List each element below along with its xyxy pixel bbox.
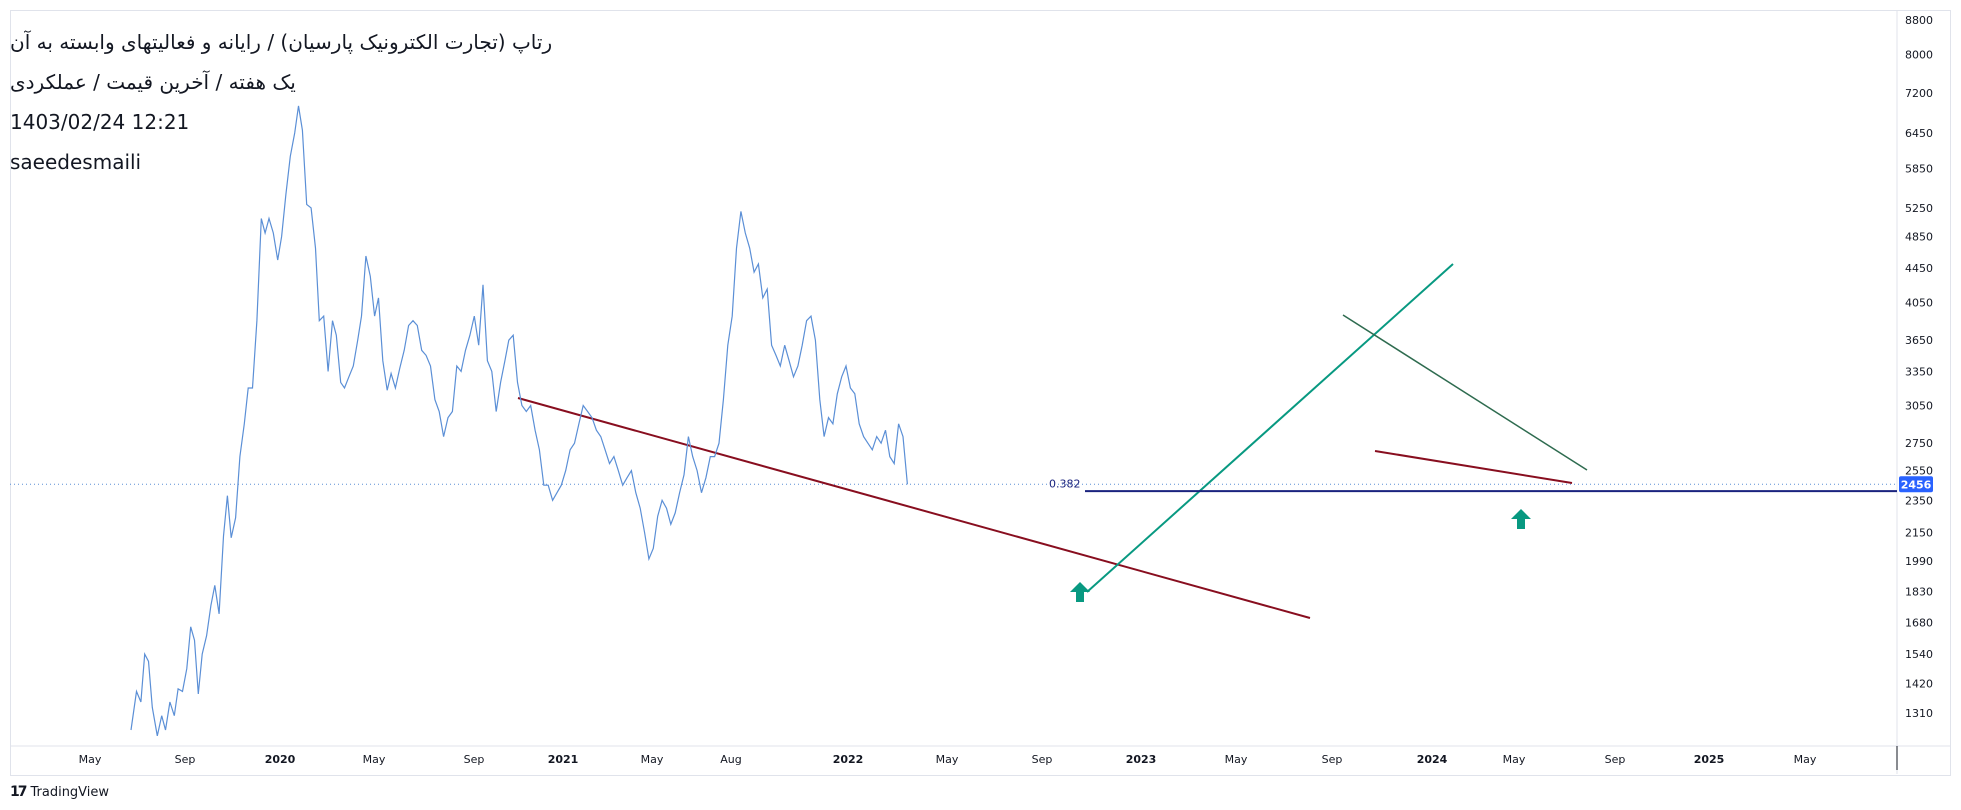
y-tick-label: 5250: [1905, 202, 1933, 215]
y-tick-label: 1830: [1905, 585, 1933, 598]
x-tick-label: May: [363, 753, 386, 766]
y-tick-label: 2150: [1905, 527, 1933, 540]
x-tick-label: May: [79, 753, 102, 766]
x-tick-label: Sep: [1605, 753, 1626, 766]
y-tick-label: 8800: [1905, 14, 1933, 27]
x-tick-label: 2023: [1126, 753, 1157, 766]
rising-trendline[interactable]: [1086, 263, 1454, 593]
fib-level-label: 0.382: [1049, 477, 1081, 490]
svg-text:2456: 2456: [1901, 478, 1932, 491]
falling-trendline[interactable]: [1342, 314, 1588, 471]
x-tick-label: 2021: [548, 753, 579, 766]
x-tick-label: Sep: [1322, 753, 1343, 766]
buy-arrow-icon: [1511, 509, 1531, 529]
y-tick-label: 2550: [1905, 465, 1933, 478]
y-tick-label: 1680: [1905, 616, 1933, 629]
buy-arrow-icon: [1070, 582, 1090, 602]
x-tick-label: May: [1794, 753, 1817, 766]
y-tick-label: 1540: [1905, 648, 1933, 661]
y-tick-label: 6450: [1905, 127, 1933, 140]
y-tick-label: 1310: [1905, 707, 1933, 720]
x-tick-label: May: [1503, 753, 1526, 766]
x-tick-label: May: [936, 753, 959, 766]
x-tick-label: 2022: [833, 753, 864, 766]
y-tick-label: 4850: [1905, 231, 1933, 244]
tradingview-logo-icon: 17: [10, 784, 28, 800]
x-tick-label: 2025: [1694, 753, 1725, 766]
y-tick-label: 2350: [1905, 494, 1933, 507]
y-tick-label: 3650: [1905, 334, 1933, 347]
y-axis-ticks: 8800 8000 7200 6450 5850 5250 4850 4450 4050 3650…: [1905, 14, 1933, 720]
y-tick-label: 3050: [1905, 399, 1933, 412]
y-tick-label: 5850: [1905, 163, 1933, 176]
y-tick-label: 7200: [1905, 87, 1933, 100]
x-tick-label: Sep: [464, 753, 485, 766]
chart-title-block: رتاپ (تجارت الکترونیک پارسیان) / رایانه …: [10, 22, 552, 182]
tradingview-logo-text: TradingView: [30, 784, 110, 800]
y-tick-label: 1420: [1905, 678, 1933, 691]
symbol-title: رتاپ (تجارت الکترونیک پارسیان) / رایانه …: [10, 30, 553, 54]
x-tick-label: 2020: [265, 753, 296, 766]
author-name: saeedesmaili: [10, 150, 142, 174]
last-price-tag: 2456: [1899, 476, 1933, 493]
x-tick-label: May: [641, 753, 664, 766]
x-axis-ticks: May Sep 2020 May Sep 2021 May Aug 2022 May Sep 2023…: [79, 753, 1817, 766]
y-tick-label: 4050: [1905, 296, 1933, 309]
y-tick-label: 3350: [1905, 365, 1933, 378]
y-tick-label: 2750: [1905, 437, 1933, 450]
x-tick-label: Sep: [1032, 753, 1053, 766]
chart-frame: [10, 10, 1951, 776]
support-trendline-long[interactable]: [517, 397, 1311, 619]
support-trendline-short[interactable]: [1374, 450, 1573, 484]
tradingview-logo[interactable]: 17 TradingView: [10, 784, 109, 800]
y-tick-label: 4450: [1905, 262, 1933, 275]
price-series-line: [130, 105, 908, 737]
x-tick-label: Aug: [720, 753, 741, 766]
y-tick-label: 1990: [1905, 555, 1933, 568]
timestamp: 1403/02/24 12:21: [10, 110, 190, 134]
y-tick-label: 8000: [1905, 49, 1933, 62]
x-tick-label: Sep: [175, 753, 196, 766]
x-tick-label: May: [1225, 753, 1248, 766]
timeframe-title: یک هفته / آخرین قیمت / عملکردی: [10, 70, 296, 94]
x-tick-label: 2024: [1417, 753, 1448, 766]
